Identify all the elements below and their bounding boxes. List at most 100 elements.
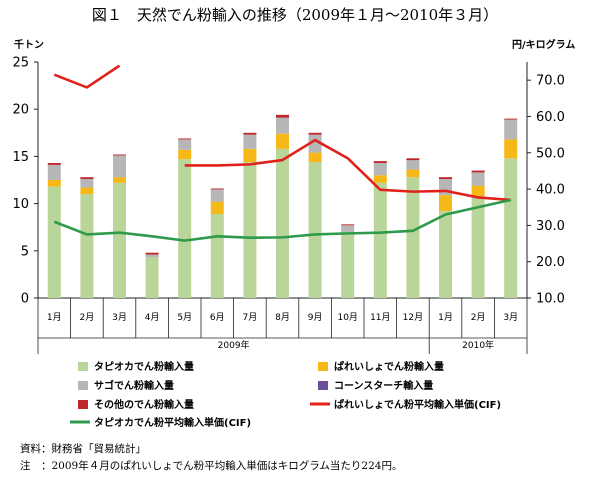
legend-label: タピオカでん粉輸入量 bbox=[94, 360, 194, 373]
legend-label: タピオカでん粉平均輸入単価(CIF) bbox=[94, 416, 251, 429]
bar-segment bbox=[504, 119, 518, 140]
bar-segment bbox=[341, 224, 355, 226]
bar-segment bbox=[210, 189, 224, 202]
bar-segment bbox=[373, 175, 387, 183]
bar-segment bbox=[276, 133, 289, 149]
category-label: 3月 bbox=[112, 312, 127, 323]
left-tick-label: 25 bbox=[12, 56, 29, 71]
bar-segment bbox=[341, 231, 355, 298]
bar-segment bbox=[178, 139, 192, 150]
bar-segment bbox=[47, 164, 61, 180]
bar-segment bbox=[80, 187, 94, 195]
bar-segment bbox=[113, 177, 126, 183]
bar-segment bbox=[47, 163, 61, 165]
series-line bbox=[184, 138, 511, 202]
bar-segment bbox=[178, 138, 192, 140]
category-label: 5月 bbox=[177, 312, 192, 323]
bar-segment bbox=[243, 148, 257, 163]
series-line bbox=[53, 198, 511, 242]
bar-segment bbox=[210, 213, 224, 298]
right-tick-label: 20.0 bbox=[536, 255, 565, 270]
bar-segment bbox=[373, 161, 387, 164]
bar-segment bbox=[308, 132, 322, 135]
bar-segment bbox=[373, 163, 387, 176]
left-tick-label: 5 bbox=[21, 244, 29, 259]
right-tick-label: 30.0 bbox=[536, 219, 565, 234]
legend-swatch bbox=[318, 381, 328, 390]
category-label: 7月 bbox=[243, 312, 258, 323]
year-label: 2010年 bbox=[462, 339, 494, 351]
legend-label: ぱれいしょでん粉平均輸入単価(CIF) bbox=[334, 398, 501, 411]
right-tick-label: 40.0 bbox=[536, 183, 565, 198]
bar-segment bbox=[47, 186, 61, 298]
bar-segment bbox=[406, 160, 420, 170]
right-tick-label: 60.0 bbox=[536, 110, 565, 125]
bar-segment bbox=[504, 118, 518, 120]
bar-segment bbox=[243, 162, 257, 298]
left-tick-label: 20 bbox=[12, 103, 29, 118]
bar-segment bbox=[210, 201, 224, 214]
bar-segment bbox=[439, 177, 452, 180]
bar-segment bbox=[80, 179, 94, 188]
bar-segment bbox=[373, 182, 387, 298]
category-label: 8月 bbox=[275, 312, 290, 323]
bar-segment bbox=[341, 225, 355, 232]
bar-segment bbox=[276, 114, 289, 118]
bar-segment bbox=[308, 152, 322, 163]
category-label: 2月 bbox=[471, 312, 486, 323]
series-line bbox=[53, 64, 121, 89]
legend-label: サゴでん粉輸入量 bbox=[94, 379, 174, 392]
bar-segment bbox=[308, 134, 322, 153]
category-label: 1月 bbox=[47, 312, 62, 323]
bar-segment bbox=[243, 132, 257, 135]
category-label: 1月 bbox=[438, 312, 453, 323]
category-label: 6月 bbox=[210, 312, 225, 323]
category-label: 11月 bbox=[370, 312, 390, 323]
bar-segment bbox=[178, 159, 192, 298]
left-tick-label: 0 bbox=[21, 292, 29, 307]
bar-segment bbox=[504, 158, 518, 298]
category-label: 3月 bbox=[503, 312, 518, 323]
legend-swatch bbox=[78, 381, 88, 390]
legend-swatch bbox=[78, 362, 88, 371]
bar-segment bbox=[178, 149, 192, 160]
category-label: 4月 bbox=[145, 312, 160, 323]
legend-swatch bbox=[318, 362, 328, 371]
bar-segment bbox=[276, 117, 289, 134]
bar-segment bbox=[439, 195, 452, 212]
bar-segment bbox=[406, 158, 420, 161]
bar-segment bbox=[471, 172, 485, 186]
legend-label: コーンスターチ輸入量 bbox=[334, 379, 433, 392]
bar-segment bbox=[145, 254, 159, 258]
category-label: 12月 bbox=[403, 312, 423, 323]
chart-title: 図１ 天然でん粉輸入の推移（2009年１月～2010年３月） bbox=[92, 6, 498, 24]
bar-segment bbox=[471, 196, 485, 298]
bar-segment bbox=[113, 155, 126, 178]
bar-segment bbox=[439, 211, 452, 298]
legend-swatch bbox=[78, 400, 88, 409]
bar-segment bbox=[406, 169, 420, 178]
bar-segment bbox=[471, 185, 485, 197]
right-tick-label: 70.0 bbox=[536, 74, 565, 89]
category-label: 9月 bbox=[308, 312, 323, 323]
bar-segment bbox=[113, 154, 126, 156]
left-tick-label: 10 bbox=[12, 197, 29, 212]
bar-segment bbox=[243, 134, 257, 149]
bar-segment bbox=[145, 252, 159, 255]
right-tick-label: 10.0 bbox=[536, 292, 565, 307]
bar-segment bbox=[113, 182, 126, 298]
year-label: 2009年 bbox=[218, 339, 250, 351]
bar-segment bbox=[47, 180, 61, 187]
bar-segment bbox=[210, 188, 224, 190]
legend-label: ぱれいしょでん粉輸入量 bbox=[334, 360, 444, 373]
bar-segment bbox=[276, 148, 289, 298]
bar-segment bbox=[406, 177, 420, 298]
bar-segment bbox=[80, 177, 94, 180]
bar-segment bbox=[471, 170, 485, 173]
footnote: 注 ：2009年４月のぱれいしょでん粉平均輸入単価はキログラム当たり224円。 bbox=[20, 459, 402, 472]
left-tick-label: 15 bbox=[12, 150, 29, 165]
legend-label: その他のでん粉輸入量 bbox=[94, 398, 194, 411]
category-label: 10月 bbox=[337, 312, 357, 323]
